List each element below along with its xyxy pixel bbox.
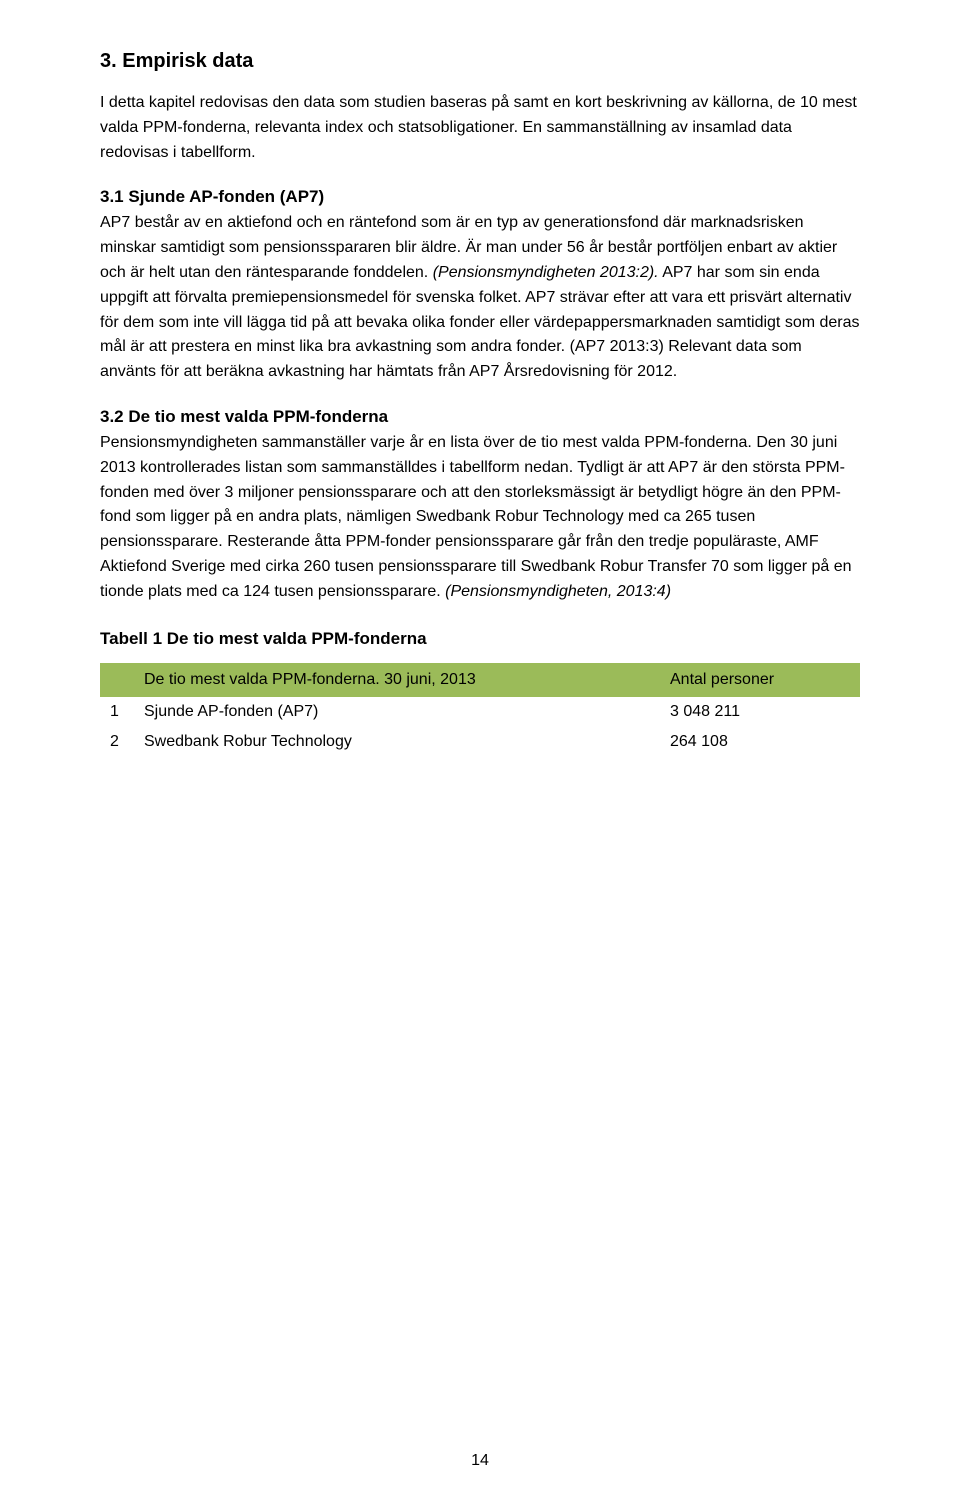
table-cell-idx: 1 [100,697,134,727]
table-cell-name: Swedbank Robur Technology [134,727,660,757]
table-header-left: De tio mest valda PPM-fonderna. 30 juni,… [134,663,660,697]
sub1-citation: (Pensionsmyndigheten 2013:2). [433,264,659,281]
funds-table: De tio mest valda PPM-fonderna. 30 juni,… [100,663,860,757]
table-row: 2 Swedbank Robur Technology 264 108 [100,727,860,757]
table-cell-value: 3 048 211 [660,697,860,727]
table-cell-value: 264 108 [660,727,860,757]
sub1-body-b: AP7 har som sin enda uppgift att förvalt… [100,264,860,380]
subsection-2-body: Pensionsmyndigheten sammanställer varje … [100,431,860,605]
sub2-body-a: Pensionsmyndigheten sammanställer varje … [100,434,852,600]
page-number: 14 [471,1452,489,1470]
table-title: Tabell 1 De tio mest valda PPM-fonderna [100,629,860,649]
table-cell-idx: 2 [100,727,134,757]
table-row: 1 Sjunde AP-fonden (AP7) 3 048 211 [100,697,860,727]
table-header-right: Antal personer [660,663,860,697]
table-cell-name: Sjunde AP-fonden (AP7) [134,697,660,727]
section-title: 3. Empirisk data [100,50,860,73]
subsection-1-body: AP7 består av en aktiefond och en räntef… [100,211,860,385]
section-intro: I detta kapitel redovisas den data som s… [100,91,860,165]
subsection-title-1: 3.1 Sjunde AP-fonden (AP7) [100,187,860,207]
table-header-blank [100,663,134,697]
table-header-row: De tio mest valda PPM-fonderna. 30 juni,… [100,663,860,697]
subsection-title-2: 3.2 De tio mest valda PPM-fonderna [100,407,860,427]
sub2-citation: (Pensionsmyndigheten, 2013:4) [445,583,671,600]
